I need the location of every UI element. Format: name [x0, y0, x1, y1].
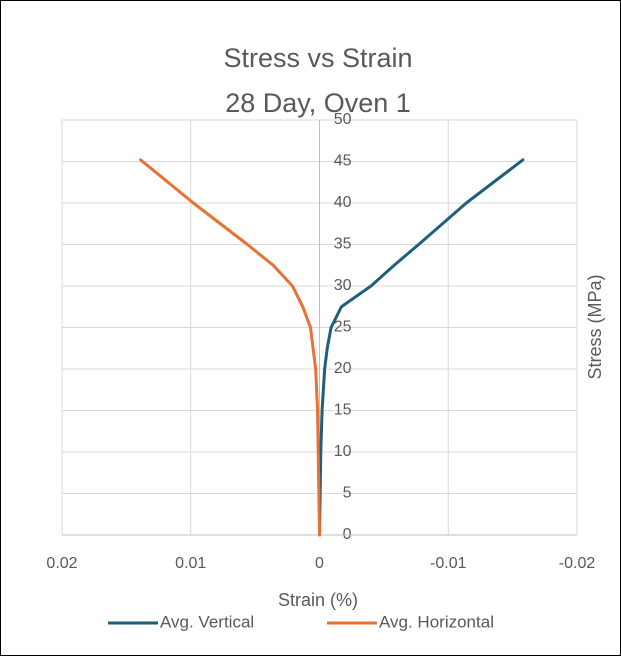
x-tick-label: 0.02 [46, 555, 77, 572]
y-tick-label: 10 [334, 443, 352, 460]
x-tick-label: 0.01 [175, 555, 206, 572]
x-axis-title: Strain (%) [278, 590, 358, 610]
chart-title: Stress vs Strain [223, 43, 412, 73]
y-tick-label: 45 [334, 153, 352, 170]
y-tick-label: 30 [334, 277, 352, 294]
x-tick-label: -0.02 [559, 555, 596, 572]
y-tick-label: 25 [334, 319, 352, 336]
y-tick-label: 50 [334, 111, 352, 128]
y-tick-label: 35 [334, 236, 352, 253]
chart-subtitle: 28 Day, Oven 1 [225, 88, 411, 118]
x-tick-label: -0.01 [430, 555, 467, 572]
series-line [139, 158, 321, 537]
y-tick-label: 15 [334, 402, 352, 419]
y-tick-label: 40 [334, 194, 352, 211]
y-axis-title: Stress (MPa) [585, 274, 605, 379]
legend-label: Avg. Horizontal [379, 612, 494, 631]
x-tick-label: 0 [315, 555, 324, 572]
y-tick-label: 5 [343, 485, 352, 502]
legend-label: Avg. Vertical [160, 612, 254, 631]
series-line [318, 158, 525, 537]
y-tick-label: 20 [334, 360, 352, 377]
